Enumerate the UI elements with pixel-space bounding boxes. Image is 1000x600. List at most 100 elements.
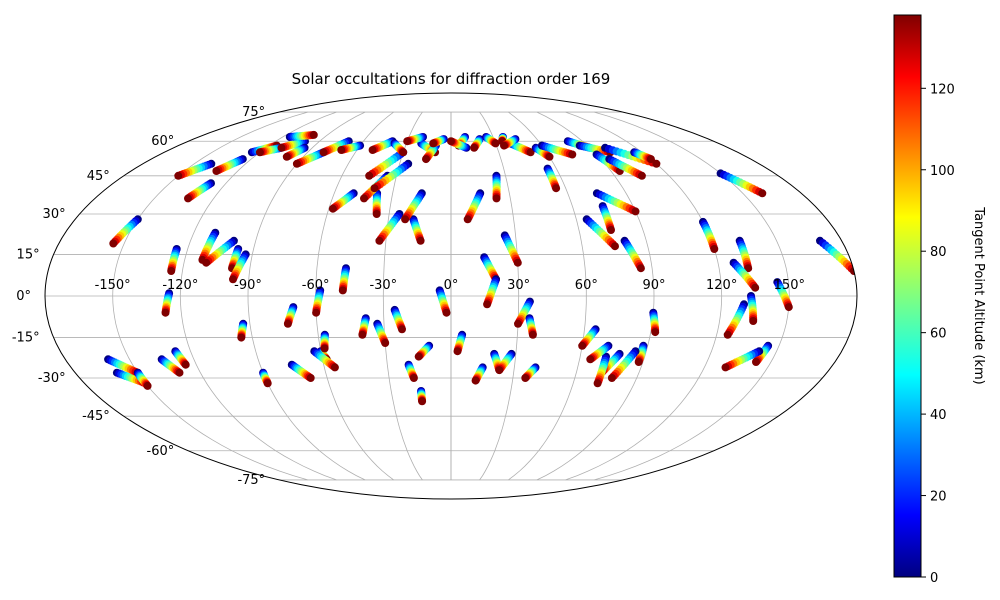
track-point xyxy=(292,159,301,168)
track-point xyxy=(282,152,291,161)
track-point xyxy=(521,374,530,382)
occultation-track xyxy=(620,236,645,273)
track-point xyxy=(319,148,328,157)
lon-tick-label: -120° xyxy=(162,278,198,293)
occultation-track xyxy=(483,275,500,309)
occultation-track xyxy=(598,202,615,234)
track-point xyxy=(174,171,183,180)
occultation-track xyxy=(228,245,243,273)
track-point xyxy=(306,374,315,382)
track-point xyxy=(283,319,292,328)
track-point xyxy=(752,358,760,366)
occultation-track xyxy=(816,236,857,275)
occultation-track xyxy=(319,137,353,157)
track-point xyxy=(399,148,408,157)
track-point xyxy=(568,150,577,159)
track-point xyxy=(330,363,339,372)
track-point xyxy=(309,130,318,139)
lon-tick-label: 150° xyxy=(774,278,805,293)
track-point xyxy=(418,397,427,406)
occultation-track xyxy=(390,305,406,334)
occultation-track xyxy=(285,130,318,141)
track-point xyxy=(471,376,480,385)
occultation-track xyxy=(630,148,655,164)
occultation-track xyxy=(358,314,370,339)
occultation-track xyxy=(277,137,309,152)
colorbar-tick-label: 40 xyxy=(930,408,947,423)
lon-tick-label: 30° xyxy=(507,278,530,293)
track-point xyxy=(358,330,367,339)
occultation-track xyxy=(171,347,190,369)
track-point xyxy=(651,328,660,337)
colorbar-tick-label: 120 xyxy=(930,82,955,97)
occultation-track xyxy=(525,314,537,339)
occultation-track xyxy=(414,341,434,361)
track-point xyxy=(784,303,793,312)
track-point xyxy=(723,330,732,339)
map-outline xyxy=(44,92,858,500)
occultation-track xyxy=(586,341,613,364)
lon-tick-label: 120° xyxy=(706,278,737,293)
track-point xyxy=(167,267,176,275)
track-point xyxy=(492,194,501,203)
occultation-track xyxy=(174,159,216,180)
latitude-labels: 75° 60° 45° 30° 15° 0° -15° -30° -45° -60° -75° xyxy=(12,105,265,488)
occultation-track xyxy=(429,135,448,148)
colorbar-tick-label: 60 xyxy=(930,327,947,342)
track-point xyxy=(646,155,655,164)
track-point xyxy=(414,352,423,361)
occultation-tracks xyxy=(104,130,857,406)
occultation-track xyxy=(593,352,610,388)
occultation-track xyxy=(198,228,220,264)
track-point xyxy=(526,148,535,157)
track-point xyxy=(578,341,587,350)
lon-gridline xyxy=(508,111,587,481)
occultation-track xyxy=(729,258,760,292)
lon-gridline xyxy=(479,111,520,481)
occultation-track xyxy=(417,387,427,406)
track-point xyxy=(175,368,184,377)
lon-gridline xyxy=(382,111,423,481)
track-point xyxy=(710,245,719,253)
occultation-track xyxy=(435,286,451,317)
occultation-track xyxy=(543,164,561,193)
track-point xyxy=(255,148,264,157)
occultation-track xyxy=(310,347,339,372)
track-point xyxy=(453,347,462,356)
lon-gridline xyxy=(594,111,790,481)
occultation-track xyxy=(500,135,520,150)
occultation-track xyxy=(109,215,142,248)
track-point xyxy=(631,207,640,216)
occultation-track xyxy=(723,300,748,339)
lon-tick-label: 60° xyxy=(575,278,598,293)
track-point xyxy=(398,325,406,334)
track-point xyxy=(181,360,190,369)
occultation-track xyxy=(229,250,250,284)
lat-tick-label: -30° xyxy=(38,371,66,386)
track-point xyxy=(109,239,118,248)
track-point xyxy=(442,308,451,317)
lon-gridline xyxy=(112,111,308,481)
lon-tick-label: 90° xyxy=(642,278,665,293)
colorbar-tick-label: 0 xyxy=(930,571,938,586)
track-point xyxy=(545,152,554,161)
colorbar-tick-label: 80 xyxy=(930,245,947,260)
track-point xyxy=(375,236,384,245)
occultation-track xyxy=(283,303,298,328)
lat-tick-label: -15° xyxy=(12,331,40,346)
track-point xyxy=(277,143,286,152)
occultation-track xyxy=(699,217,719,253)
occultation-track xyxy=(471,363,487,385)
track-point xyxy=(447,137,455,146)
occultation-track xyxy=(287,360,315,382)
track-point xyxy=(403,137,412,146)
lat-tick-label: 60° xyxy=(151,134,174,149)
track-point xyxy=(636,264,645,273)
track-point xyxy=(528,330,537,339)
track-point xyxy=(229,275,237,284)
occultation-track xyxy=(338,264,350,295)
lat-tick-label: 30° xyxy=(43,207,66,222)
lat-tick-label: -60° xyxy=(147,444,175,459)
occultation-track xyxy=(368,137,397,154)
track-point xyxy=(514,319,522,328)
